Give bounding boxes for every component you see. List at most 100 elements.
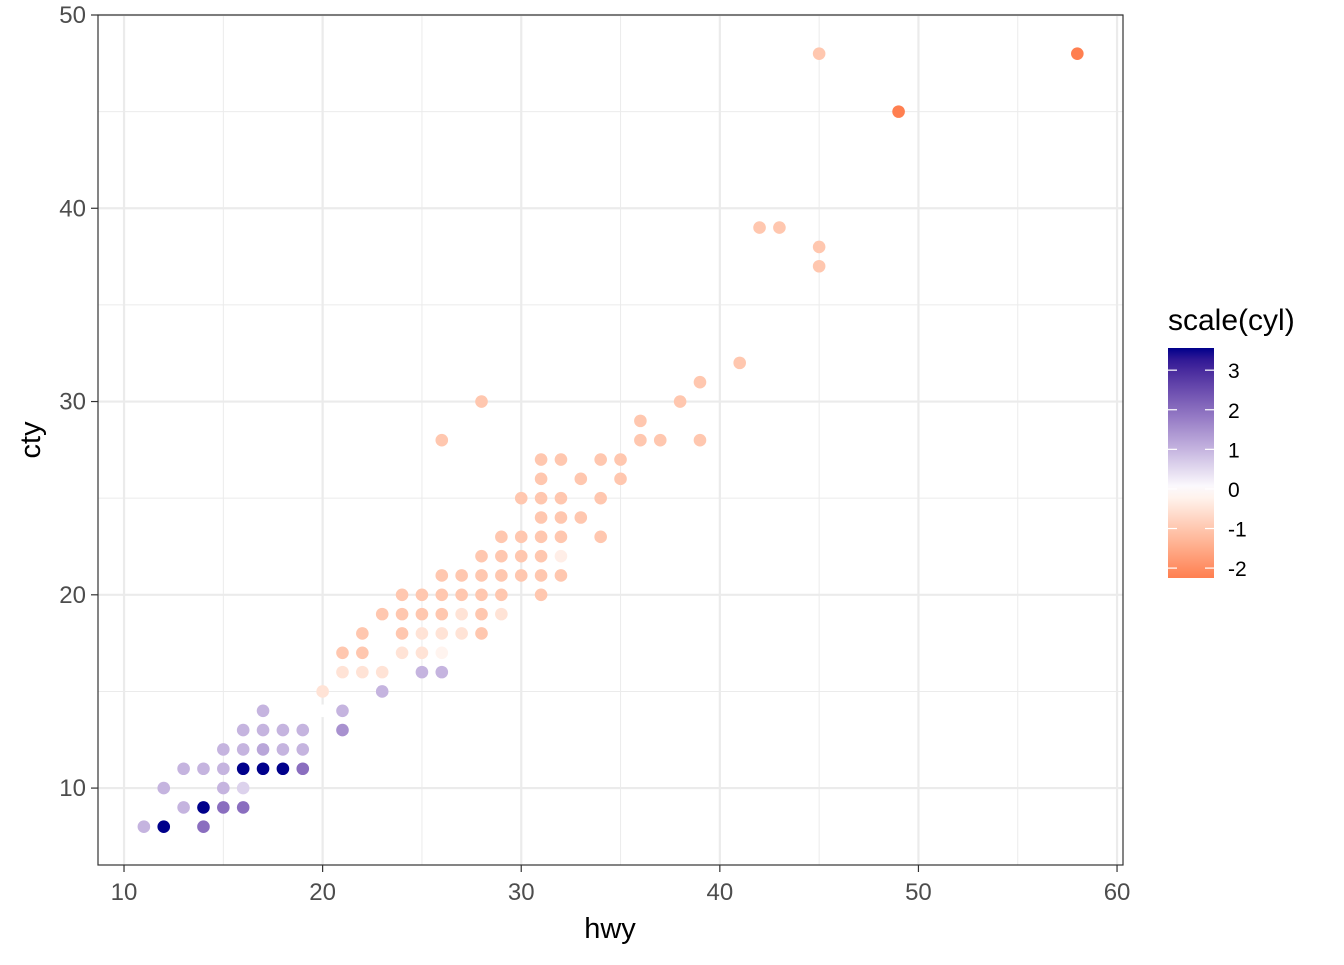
colorbar-label: 0: [1228, 479, 1240, 502]
point: [296, 762, 310, 776]
point: [435, 588, 449, 602]
point: [455, 588, 468, 602]
point: [614, 472, 627, 486]
legend-title: scale(cyl): [1168, 304, 1295, 337]
point: [356, 627, 369, 640]
x-tick-label: 50: [905, 879, 932, 906]
point: [276, 704, 290, 718]
point: [495, 607, 508, 621]
point: [395, 646, 409, 660]
point: [455, 607, 468, 621]
point: [435, 433, 449, 447]
point: [554, 549, 568, 563]
colorbar-label: 2: [1228, 400, 1240, 423]
point: [197, 801, 210, 814]
point: [435, 607, 449, 621]
point: [753, 221, 766, 234]
point: [296, 723, 310, 737]
point: [296, 743, 310, 756]
point: [236, 762, 250, 776]
point: [177, 762, 190, 776]
point: [316, 685, 329, 698]
point: [475, 395, 488, 408]
y-tick-label: 10: [59, 775, 86, 802]
point: [554, 511, 568, 524]
point: [475, 588, 488, 602]
point: [475, 569, 488, 582]
point: [892, 105, 905, 118]
point: [534, 549, 548, 563]
point: [435, 569, 449, 582]
point: [375, 607, 389, 621]
point: [395, 607, 409, 621]
point: [236, 723, 250, 737]
point: [455, 569, 468, 582]
point: [455, 627, 468, 640]
point: [475, 607, 488, 621]
point: [534, 530, 548, 544]
point: [514, 569, 528, 582]
point: [554, 530, 568, 544]
point: [534, 472, 548, 486]
panel-border: [97, 14, 1124, 866]
x-tick-label: 20: [309, 879, 336, 906]
point: [673, 395, 687, 408]
y-tick-label: 50: [59, 2, 86, 29]
point: [256, 743, 270, 756]
point: [336, 723, 349, 737]
colorbar: [1168, 348, 1214, 578]
point: [614, 453, 627, 466]
point: [634, 414, 647, 428]
point: [356, 704, 369, 718]
point: [415, 588, 429, 602]
point: [137, 820, 151, 834]
point: [653, 433, 667, 447]
point: [812, 240, 826, 254]
point: [197, 820, 210, 834]
point: [574, 472, 588, 486]
point: [574, 511, 588, 524]
point: [514, 549, 528, 563]
point: [157, 820, 171, 834]
x-tick-label: 40: [706, 879, 733, 906]
point: [157, 781, 171, 795]
colorbar-label: -1: [1228, 519, 1247, 542]
point: [217, 781, 230, 795]
y-tick-label: 30: [59, 389, 86, 416]
point: [534, 511, 548, 524]
point: [554, 453, 568, 466]
point: [236, 781, 250, 795]
point: [594, 491, 607, 505]
point: [356, 646, 369, 660]
point: [395, 588, 409, 602]
x-tick-label: 10: [111, 879, 138, 906]
point: [415, 607, 429, 621]
point: [197, 762, 210, 776]
y-tick-label: 40: [59, 195, 86, 222]
point: [534, 453, 548, 466]
point: [693, 375, 707, 389]
point: [336, 665, 349, 679]
point: [594, 530, 607, 544]
panel: [98, 15, 1123, 865]
point: [177, 801, 190, 814]
point: [296, 665, 310, 679]
x-axis-label: hwy: [584, 913, 636, 945]
point: [594, 453, 607, 466]
point: [415, 627, 429, 640]
y-axis-label: cty: [15, 421, 47, 459]
point: [296, 704, 310, 718]
point: [336, 704, 349, 718]
point: [534, 491, 548, 505]
point: [495, 588, 508, 602]
point: [514, 491, 528, 505]
point: [217, 801, 230, 814]
point: [733, 356, 746, 370]
point: [812, 259, 826, 273]
point: [554, 491, 568, 505]
point: [217, 762, 230, 776]
point: [415, 646, 429, 660]
colorbar-label: -2: [1228, 558, 1247, 581]
point: [375, 685, 389, 698]
